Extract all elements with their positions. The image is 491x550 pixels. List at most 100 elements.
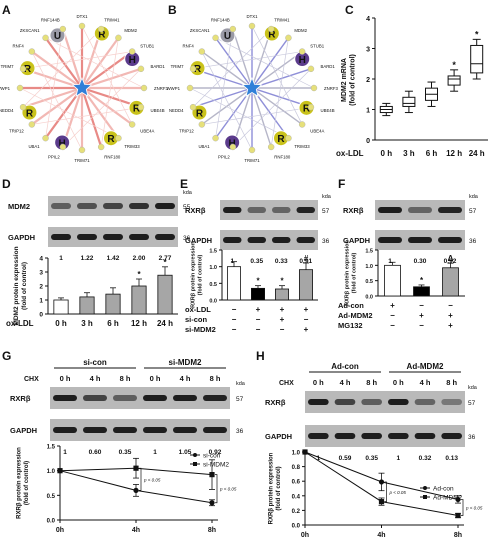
p-value-label: p < 0.05 — [143, 477, 161, 482]
blot-band — [272, 237, 291, 243]
condition-mark: − — [256, 325, 261, 334]
network-edge — [31, 50, 83, 89]
y-axis-label-line-1: (fold of control) — [24, 461, 30, 505]
y-axis-label-line-0: RXRβ protein expression — [16, 447, 22, 519]
y-tick-label: 3 — [39, 270, 43, 277]
blot-band — [414, 433, 436, 439]
gene-label: RNF180 — [104, 154, 121, 159]
x-tick-label: 8h — [454, 532, 462, 539]
condition-mark: − — [232, 305, 237, 314]
gene-label: MDM2 — [124, 28, 137, 33]
hub-node-letter: R — [26, 108, 34, 119]
blot-row-name: GAPDH — [8, 233, 35, 242]
bar — [384, 264, 401, 297]
panel-g-line-chart: 0.0 0.5 1.0 1.5 0h 4h 8h RXRβ protein expressio… — [16, 445, 237, 535]
gene-node — [59, 143, 67, 151]
y-tick-label: 0.0 — [292, 524, 301, 530]
hub-node-letter: R — [133, 104, 141, 115]
hub-node-letter: H — [229, 138, 236, 149]
network-edge — [232, 28, 253, 89]
kda-label: kda — [468, 385, 478, 391]
blot-band — [53, 427, 77, 433]
gene-label: DTX1 — [77, 14, 89, 19]
gene-label: TRIM33 — [124, 144, 140, 149]
network-edge — [81, 50, 133, 89]
y-tick-label: 2 — [366, 77, 370, 84]
quantification-value: 1 — [153, 449, 157, 456]
y-tick-label: 0.5 — [47, 494, 56, 500]
blot-band — [155, 234, 175, 240]
y-tick-label: 1.5 — [209, 249, 217, 255]
network-edge-cross — [62, 68, 142, 148]
gene-label: BARD1 — [320, 64, 335, 69]
y-axis-label-line-0: MDM2 mRNA — [341, 58, 348, 102]
legend-label: Ad-con — [433, 486, 454, 493]
network-edge-cross — [215, 28, 234, 139]
data-point-Ad-MDM2 — [455, 512, 461, 519]
time-label: 0 h — [313, 378, 324, 387]
legend-label: si-con — [203, 453, 221, 460]
quantification-value: 1 — [317, 455, 321, 462]
panel-letter-d: D — [2, 177, 11, 191]
condition-mark: − — [256, 315, 261, 324]
quantification-value: 1 — [59, 255, 63, 262]
blot-band — [441, 433, 462, 439]
y-tick-label: 1 — [39, 298, 43, 305]
data-point-si-MDM2 — [209, 472, 215, 478]
y-tick-label: 1.5 — [47, 445, 56, 451]
gene-node — [198, 121, 206, 128]
y-tick-label: 1 — [366, 108, 370, 115]
blot-kda-value: 57 — [469, 208, 477, 215]
gene-label: STUB1 — [140, 44, 154, 49]
network-edge — [192, 87, 253, 108]
quantification-value: 0.92 — [444, 258, 457, 265]
panel-g-western-blot: si-con si-MDM2 CHX 0 h 4 h 8 h 0 h 4 h 8 h kda RXR… — [10, 358, 246, 456]
center-star-icon — [241, 76, 263, 97]
x-tick-label: 24 h — [469, 149, 485, 158]
condition-label: ox-LDL — [185, 305, 211, 314]
quantification-value: 1.22 — [81, 255, 94, 262]
blot-band — [129, 203, 149, 209]
gene-label: TRIM7 — [1, 64, 15, 69]
network-edge-cross — [22, 51, 133, 70]
network-edge — [81, 37, 120, 89]
y-axis-label-line-1: (fold of control) — [276, 466, 282, 510]
network-edge-cross — [45, 28, 64, 139]
panel-letter-b: B — [168, 3, 177, 17]
gene-node — [97, 143, 105, 151]
data-point-Ad-con — [378, 479, 385, 485]
network-edge-cross — [201, 106, 312, 125]
significance-bracket — [139, 467, 142, 491]
y-tick-label: 0.6 — [292, 480, 301, 486]
blot-row-name: MDM2 — [8, 202, 30, 211]
gene-label: MDM2 — [294, 28, 307, 33]
network-edge — [251, 87, 303, 126]
chx-label: CHX — [24, 376, 39, 383]
x-tick-label: 6 h — [426, 149, 438, 158]
bar — [274, 288, 289, 301]
blot-band — [296, 237, 315, 243]
gene-node — [115, 134, 122, 142]
network-diagram-b: R U R H R R H R DTX1 TRIM41 MDM2 STUB1 BARD1 ZNRF3 UBE… — [167, 14, 339, 163]
y-tick-label: 0 — [366, 138, 370, 145]
blot-kda-value: 36 — [468, 434, 476, 441]
blot-band — [388, 399, 409, 405]
y-tick-label: 0.5 — [209, 282, 217, 288]
x-tick-label: 0 h — [55, 319, 67, 328]
condition-mark: − — [448, 301, 453, 310]
y-tick-label: 0 — [39, 312, 43, 319]
panel-letter-c: C — [345, 3, 354, 17]
blot-band — [51, 234, 71, 240]
gene-node — [212, 134, 219, 142]
bar — [157, 274, 173, 315]
legend-marker — [193, 453, 197, 457]
blot-band — [223, 237, 242, 243]
condition-mark: + — [390, 301, 395, 310]
time-label: 0 h — [60, 374, 71, 383]
gene-label: ZKSCAN1 — [190, 28, 210, 33]
gene-label: PPIL2 — [218, 154, 230, 159]
blot-row-name: RXRβ — [10, 394, 31, 403]
x-tick-label: 24 h — [157, 319, 173, 328]
condition-mark: + — [304, 305, 309, 314]
